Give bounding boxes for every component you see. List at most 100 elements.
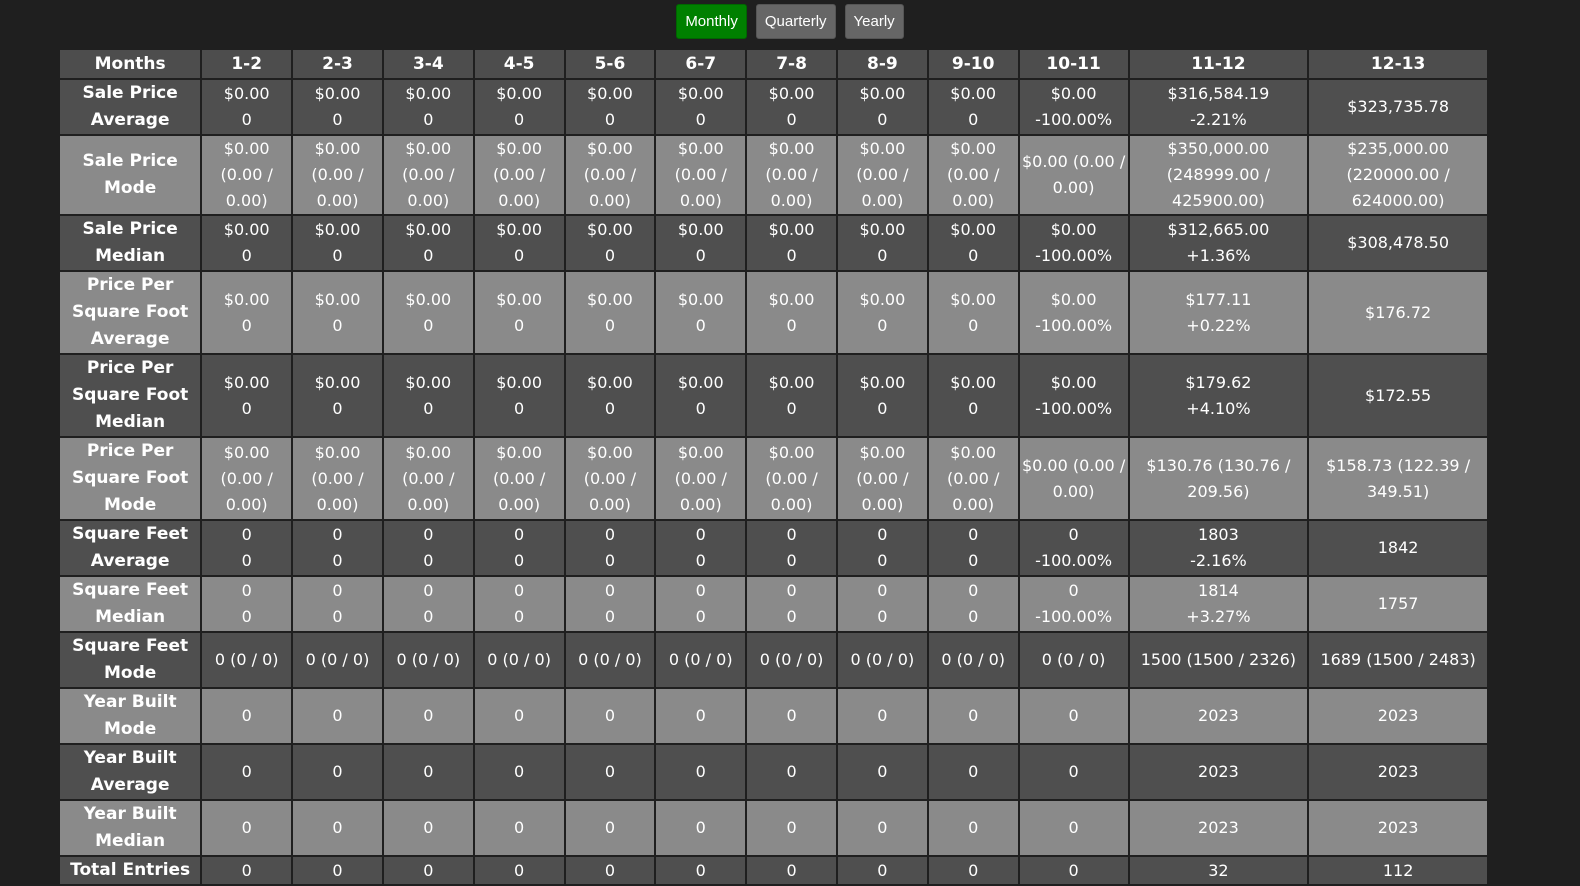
table-cell: 0 [381,799,475,857]
cell-value: $0.00 [950,220,997,239]
table-cell: $0.00 0 [563,214,657,272]
table-cell: 112 [1307,855,1489,886]
table-cell: 0 [563,799,657,857]
cell-change: 0 [604,110,616,129]
cell-value: $0.00 (0.00 / 0.00) [765,442,818,514]
table-cell: 2023 [1127,799,1310,857]
cell-value: $0.00 [587,372,633,392]
table-cell: $0.00 (0.00 / 0.00) [745,436,838,521]
cell-change: 0 [877,607,888,626]
column-header: 8-9 [835,48,929,80]
cell-change: 0 [514,246,525,265]
cell-value: 0 [1068,860,1079,880]
table-cell: $0.00 (0.00 / 0.00) [563,134,657,216]
cell-change: 0 [241,398,252,418]
table-cell: 0 -100.00% [1017,575,1130,633]
table-cell: $0.00 0 [926,78,1020,136]
table-cell: 0 [745,743,838,801]
cell-value: $0.00 (0.00 / 0.00) [492,442,546,514]
table-cell: 0 (0 / 0) [926,631,1020,689]
cell-change: -100.00% [1035,315,1113,335]
cell-value: 0 [241,706,252,725]
cell-change: 0 [968,110,979,129]
cell-value: 0 [786,860,797,880]
table-cell: $0.00 (0.00 / 0.00) [200,436,294,521]
table-cell: 0 [381,743,475,801]
cell-change: 0 [604,246,616,265]
table-cell: 0 [835,855,929,886]
cell-value: $0.00 (0.00 / 0.00) [583,442,637,514]
table-row: Year Built Average 0 0 0 0 0 0 0 0 0 0 2023 2023 [57,743,1489,801]
table-cell: 0 (0 / 0) [654,631,748,689]
cell-change: 0 [332,607,343,626]
table-cell: $0.00 -100.00% [1017,270,1130,355]
cell-value: 0 [695,762,706,781]
monthly-button[interactable]: Monthly [676,4,747,39]
cell-value: 0 [241,762,252,781]
cell-value: $0.00 (0.00 / 0.00) [947,442,1000,514]
row-label: Square Feet Median [57,575,203,633]
cell-value: 0 [604,581,616,600]
cell-value: 32 [1208,860,1229,880]
cell-value: 0 [332,706,343,725]
yearly-button[interactable]: Yearly [844,4,904,39]
table-cell: $0.00 0 [745,214,838,272]
cell-change: 0 [332,315,343,335]
row-label: Price Per Square Foot Average [57,270,203,355]
cell-change: 0 [332,110,343,129]
cell-change: -2.16% [1190,551,1247,570]
cell-value: 0 (0 / 0) [487,650,551,669]
cell-value: $0.00 [768,372,815,392]
table-cell: $0.00 (0.00 / 0.00) [1017,436,1130,521]
cell-change: +3.27% [1186,607,1251,626]
cell-change: 0 [332,246,343,265]
cell-value: 0 [241,860,252,880]
cell-value: 0 [332,581,343,600]
cell-value: $0.00 [405,289,452,309]
cell-value: 0 (0 / 0) [759,650,824,669]
cell-value: 2023 [1377,762,1419,781]
cell-value: 0 (0 / 0) [214,650,279,669]
table-cell: $0.00 0 [472,270,566,355]
cell-value: $308,478.50 [1347,233,1449,252]
cell-value: $0.00 (0.00 / 0.00) [402,442,455,514]
cell-value: $176.72 [1365,302,1432,322]
cell-value: 0 [604,706,616,725]
table-cell: 0 [835,687,929,745]
cell-value: 2023 [1377,818,1419,837]
cell-value: 0 [695,581,706,600]
table-cell: $0.00 (0.00 / 0.00) [200,134,294,216]
cell-value: $0.00 [405,84,452,103]
table-cell: 0 [745,855,838,886]
row-label: Square Feet Mode [57,631,203,689]
cell-value: $0.00 [314,372,361,392]
table-cell: $0.00 0 [926,270,1020,355]
table-cell: $0.00 0 [200,214,294,272]
cell-value: 1803 [1198,525,1239,544]
cell-change: 0 [695,110,706,129]
column-header: 1-2 [200,48,294,80]
quarterly-button[interactable]: Quarterly [755,4,836,39]
table-cell: 0 [291,799,384,857]
table-cell: $0.00 0 [654,78,748,136]
stats-table-container: Months 1-2 2-3 3-4 4-5 5-6 6-7 7-8 8-9 9-10 10-11 1… [57,48,1489,886]
cell-value: 2023 [1198,706,1239,725]
cell-change: 0 [604,398,616,418]
cell-value: $0.00 [405,372,452,392]
table-cell: $0.00 0 [381,353,475,438]
table-cell: 0 [200,743,294,801]
cell-value: $0.00 [950,84,997,103]
cell-value: $0.00 [587,289,633,309]
table-cell: 0 [745,799,838,857]
cell-value: 2023 [1198,762,1239,781]
cell-value: 0 [877,762,888,781]
table-row: Total Entries 0 0 0 0 0 0 0 0 0 0 32 112 [57,855,1489,886]
cell-value: $0.00 [223,372,270,392]
cell-value: 0 [423,818,434,837]
cell-value: $0.00 (0.00 / 0.00) [674,139,727,210]
